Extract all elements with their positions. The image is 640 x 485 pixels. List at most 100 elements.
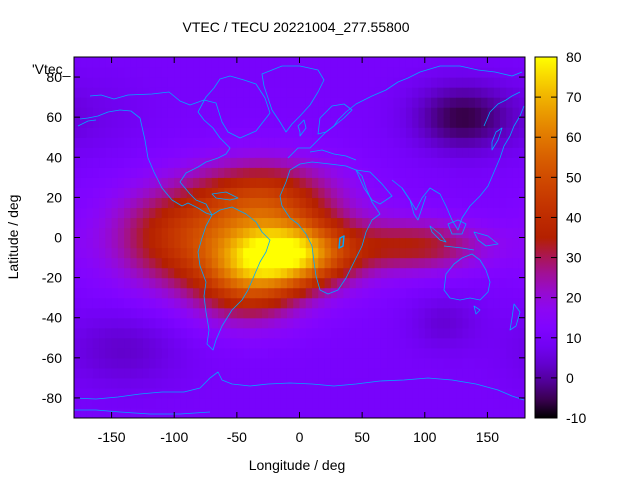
heatmap-cell: [261, 197, 269, 209]
heatmap-cell: [224, 167, 232, 178]
heatmap-cell: [117, 357, 125, 369]
heatmap-cell: [124, 77, 131, 88]
heatmap-cell: [149, 327, 157, 339]
heatmap-cell: [274, 197, 282, 209]
heatmap-cell: [199, 237, 207, 249]
heatmap-cell: [318, 407, 326, 418]
heatmap-cell: [349, 357, 357, 369]
heatmap-cell: [236, 377, 244, 389]
heatmap-cell: [149, 127, 157, 138]
heatmap-cell: [299, 277, 307, 289]
heatmap-cell: [261, 127, 269, 138]
heatmap-cell: [512, 317, 520, 329]
heatmap-cell: [117, 407, 125, 418]
heatmap-cell: [437, 117, 445, 128]
heatmap-cell: [305, 397, 313, 409]
heatmap-cell: [105, 317, 113, 329]
heatmap-cell: [218, 237, 225, 249]
heatmap-cell: [142, 97, 150, 108]
heatmap-cell: [330, 277, 338, 289]
heatmap-cell: [218, 227, 225, 239]
heatmap-cell: [130, 187, 138, 198]
heatmap-cell: [312, 227, 319, 239]
heatmap-cell: [399, 267, 407, 279]
heatmap-cell: [280, 107, 288, 118]
heatmap-cell: [374, 287, 382, 299]
heatmap-cell: [224, 247, 232, 259]
x-tick-label: 50: [354, 429, 370, 445]
heatmap-cell: [412, 257, 420, 269]
heatmap-cell: [86, 387, 94, 399]
heatmap-cell: [243, 167, 250, 178]
heatmap-cell: [299, 57, 307, 68]
heatmap-cell: [205, 187, 213, 198]
heatmap-cell: [368, 327, 376, 339]
heatmap-cell: [186, 157, 194, 168]
heatmap-cell: [362, 137, 369, 148]
heatmap-cell: [218, 197, 225, 209]
heatmap-cell: [211, 137, 219, 148]
heatmap-cell: [399, 237, 407, 249]
heatmap-cell: [186, 167, 194, 178]
heatmap-cell: [193, 277, 200, 289]
coast-tasmania: [473, 305, 481, 315]
heatmap-cell: [424, 407, 432, 418]
heatmap-cell: [424, 97, 432, 108]
heatmap-cell: [405, 237, 413, 249]
heatmap-cell: [86, 277, 94, 289]
heatmap-cell: [468, 367, 476, 379]
heatmap-cell: [362, 107, 369, 118]
heatmap-cell: [155, 387, 163, 399]
heatmap-cell: [142, 227, 150, 239]
heatmap-cell: [249, 87, 257, 98]
colorbar-tick-label: 40: [566, 209, 582, 225]
heatmap-cell: [330, 157, 338, 168]
heatmap-cell: [80, 127, 88, 138]
heatmap-cell: [80, 187, 88, 198]
heatmap-cell: [393, 107, 401, 118]
heatmap-cell: [449, 247, 457, 259]
heatmap-cell: [443, 157, 451, 168]
heatmap-cell: [286, 77, 294, 88]
heatmap-cell: [474, 107, 482, 118]
heatmap-cell: [274, 97, 282, 108]
heatmap-cell: [286, 167, 294, 178]
heatmap-cell: [174, 187, 182, 198]
heatmap-cell: [180, 357, 188, 369]
heatmap-cell: [80, 317, 88, 329]
heatmap-cell: [405, 217, 413, 229]
heatmap-cell: [380, 217, 388, 229]
heatmap-cell: [149, 297, 157, 309]
heatmap-cell: [437, 297, 445, 309]
heatmap-cell: [337, 67, 344, 78]
heatmap-cell: [399, 107, 407, 118]
heatmap-cell: [105, 237, 113, 249]
heatmap-cell: [437, 317, 445, 329]
heatmap-cell: [124, 387, 131, 399]
heatmap-cell: [481, 227, 489, 239]
heatmap-cell: [149, 77, 157, 88]
heatmap-cell: [86, 227, 94, 239]
heatmap-cell: [111, 397, 119, 409]
heatmap-cell: [499, 127, 507, 138]
heatmap-cell: [456, 137, 463, 148]
heatmap-cell: [399, 387, 407, 399]
heatmap-cell: [355, 207, 363, 219]
heatmap-cell: [412, 267, 420, 279]
heatmap-cell: [399, 207, 407, 219]
heatmap-cell: [474, 397, 482, 409]
heatmap-cell: [105, 297, 113, 309]
heatmap-cell: [180, 177, 188, 188]
heatmap-cell: [218, 107, 225, 118]
heatmap-cell: [312, 217, 319, 229]
heatmap-cell: [186, 117, 194, 128]
heatmap-cell: [481, 57, 489, 68]
heatmap-cell: [99, 307, 106, 319]
heatmap-cell: [142, 367, 150, 379]
heatmap-cell: [255, 277, 263, 289]
heatmap-cell: [124, 127, 131, 138]
heatmap-cell: [431, 407, 438, 418]
heatmap-cell: [312, 107, 319, 118]
heatmap-cell: [80, 67, 88, 78]
heatmap-cell: [374, 277, 382, 289]
